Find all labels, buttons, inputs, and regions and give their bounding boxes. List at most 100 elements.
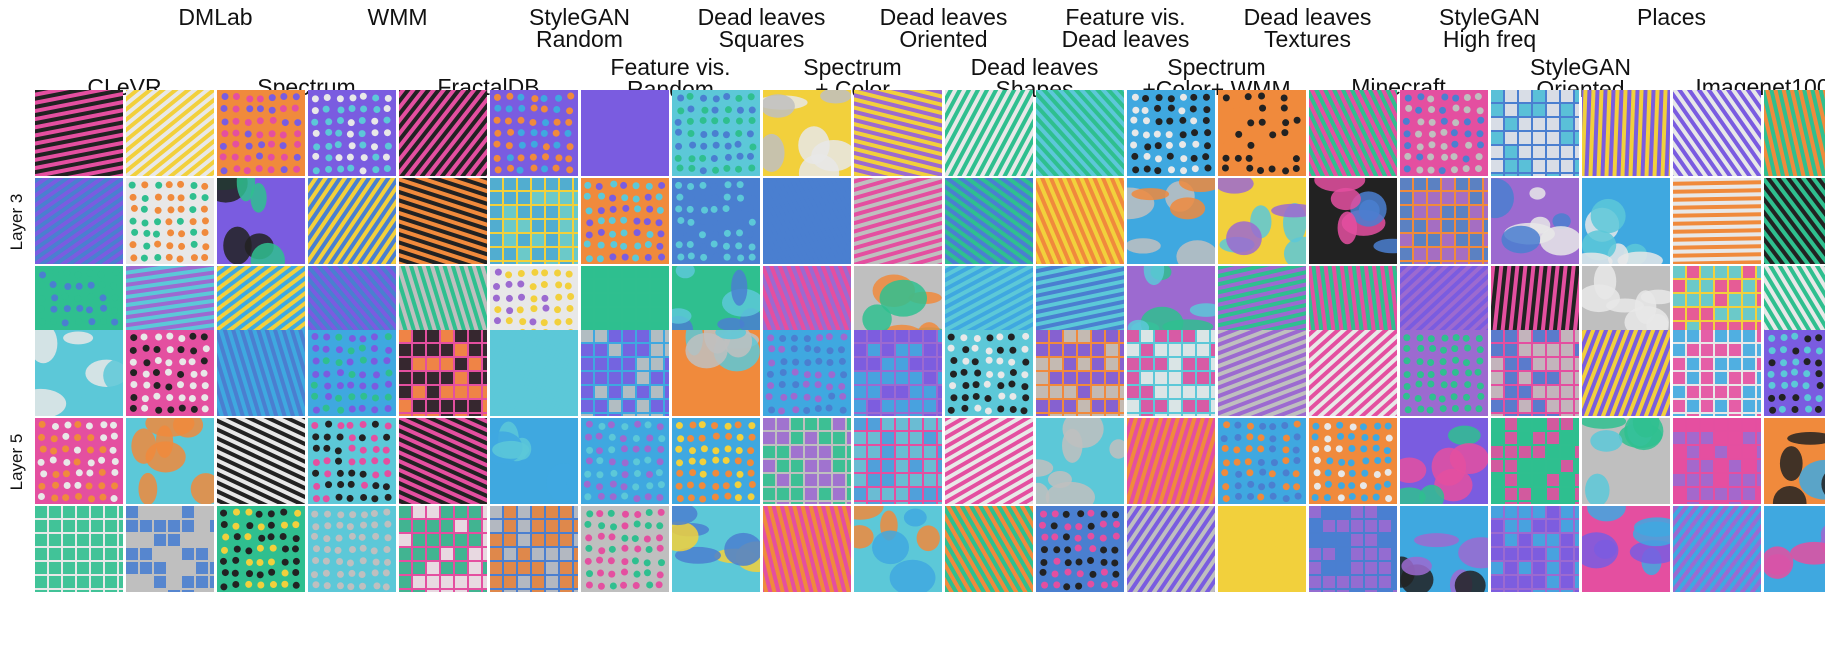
feature-visualization-tile [35,506,123,592]
column-label-top: Dead leaves Squares [697,4,826,52]
feature-visualization-tile [126,418,214,504]
feature-visualization-tile [1218,330,1306,416]
feature-visualization-tile [1491,90,1579,176]
feature-visualization-tile [1491,178,1579,264]
feature-visualization-tile [490,418,578,504]
feature-visualization-tile [1582,506,1670,592]
feature-visualization-tile [854,178,942,264]
feature-visualization-tile [217,418,305,504]
feature-visualization-tile [945,506,1033,592]
feature-visualization-tile [126,330,214,416]
feature-visualization-tile [308,330,396,416]
feature-visualization-tile [490,178,578,264]
feature-visualization-tile [945,90,1033,176]
feature-visualization-tile [217,90,305,176]
feature-visualization-tile [672,90,760,176]
feature-visualization-tile [854,330,942,416]
feature-visualization-tile [1036,178,1124,264]
feature-visualization-tile [763,330,851,416]
feature-visualization-tile [1491,330,1579,416]
feature-visualization-tile [1673,418,1761,504]
feature-visualization-tile [854,90,942,176]
feature-visualization-tile [1309,90,1397,176]
feature-visualization-tile [1309,330,1397,416]
feature-visualization-tile [308,418,396,504]
feature-visualization-tile [35,330,123,416]
feature-visualization-tile [1673,90,1761,176]
feature-visualization-tile [1491,506,1579,592]
feature-visualization-tile [1127,330,1215,416]
feature-visualization-tile [1764,90,1825,176]
feature-visualization-tile [35,178,123,264]
feature-visualization-tile [1582,418,1670,504]
column-label-top: StyleGAN High freq [1439,4,1540,52]
feature-visualization-tile [217,178,305,264]
feature-visualization-tile [581,418,669,504]
column-label-top: Places [1636,4,1707,30]
feature-visualization-tile [490,330,578,416]
feature-visualization-tile [1309,506,1397,592]
feature-visualization-tile [490,90,578,176]
feature-visualization-tile [1400,418,1488,504]
feature-visualization-tile [1400,506,1488,592]
feature-visualization-tile [945,330,1033,416]
feature-visualization-tile [126,506,214,592]
feature-visualization-tile [1673,330,1761,416]
feature-visualization-tile [1309,178,1397,264]
feature-visualization-tile [490,506,578,592]
feature-visualization-tile [1036,90,1124,176]
feature-visualization-tile [1218,506,1306,592]
feature-visualization-tile [672,418,760,504]
feature-visualization-tile [1400,178,1488,264]
feature-visualization-tile [1400,90,1488,176]
feature-visualization-tile [945,178,1033,264]
feature-visualization-tile [1491,418,1579,504]
layer-label: Layer 5 [7,433,26,491]
feature-visualization-tile [399,330,487,416]
feature-visualization-tile [1127,506,1215,592]
feature-visualization-tile [1036,418,1124,504]
feature-visualization-tile [1400,330,1488,416]
feature-visualization-tile [1218,418,1306,504]
column-label-top: DMLab [178,4,253,30]
feature-visualization-tile [945,418,1033,504]
feature-visualization-tile [1673,506,1761,592]
feature-visualization-tile [217,330,305,416]
feature-visualization-tile [1582,90,1670,176]
feature-visualization-tile [763,266,851,352]
feature-visualization-tile [35,90,123,176]
feature-visualization-tile [126,90,214,176]
feature-visualization-tile [1309,418,1397,504]
feature-visualization-tile [126,178,214,264]
feature-visualization-tile [763,506,851,592]
feature-visualization-tile [1673,178,1761,264]
column-label-top: StyleGAN Random [529,4,630,52]
feature-visualization-tile [217,506,305,592]
feature-visualization-tile [854,506,942,592]
feature-visualization-tile [399,506,487,592]
feature-visualization-tile [581,178,669,264]
feature-visualization-tile [1127,90,1215,176]
feature-visualization-tile [672,506,760,592]
column-label-top: WMM [367,4,428,30]
feature-visualization-tile [581,330,669,416]
feature-visualization-tile [308,90,396,176]
feature-visualization-tile [1764,330,1825,416]
feature-visualization-tile [308,506,396,592]
feature-visualization-tile [763,90,851,176]
feature-visualization-tile [763,418,851,504]
feature-visualization-tile [763,178,851,264]
feature-visualization-tile [1764,418,1825,504]
feature-visualization-tile [581,506,669,592]
feature-visualization-tile [672,178,760,264]
feature-visualization-tile [1764,506,1825,592]
feature-visualization-tile [1036,506,1124,592]
feature-visualization-tile [1764,178,1825,264]
feature-visualization-tile [35,418,123,504]
feature-visualization-tile [1127,178,1215,264]
feature-visualization-tile [399,90,487,176]
feature-visualization-tile [1582,178,1670,264]
feature-visualization-tile [1218,90,1306,176]
feature-visualization-tile [854,418,942,504]
feature-visualization-tile [672,330,760,416]
